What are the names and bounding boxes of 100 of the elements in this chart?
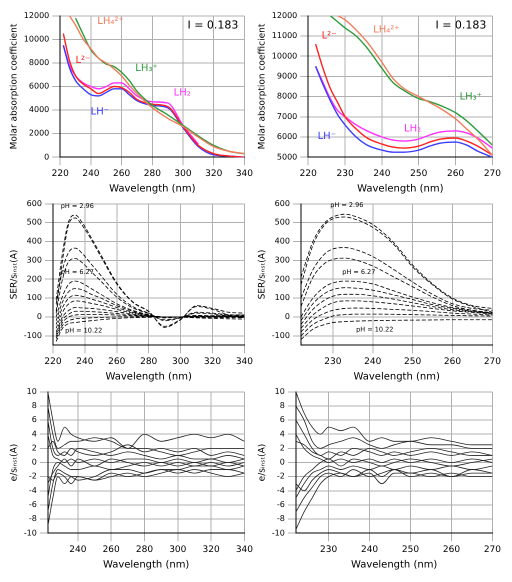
y-tick-label: -2	[276, 472, 285, 481]
x-tick-label: 280	[136, 544, 154, 555]
x-tick-label: 260	[113, 168, 130, 179]
y-tick-label: 200	[274, 274, 290, 284]
y-tick-label: -10	[272, 528, 285, 538]
x-tick-label: 230	[320, 544, 338, 555]
y-tick-label: 400	[26, 236, 42, 246]
x-tick-label: 340	[236, 544, 254, 555]
x-tick-label: 320	[205, 168, 223, 179]
y-tick-label: 6000	[276, 132, 298, 142]
y-tick-label: 9000	[276, 71, 298, 80]
y-tick-label: 10	[26, 386, 37, 396]
series-label: LH₃⁺	[460, 91, 482, 102]
x-tick-label: 300	[172, 356, 190, 367]
x-tick-label: 240	[364, 356, 382, 367]
y-tick-label: 8000	[28, 58, 50, 68]
x-tick-label: 230	[336, 168, 354, 179]
x-tick-label: 250	[410, 168, 428, 179]
x-tick-label: 300	[174, 168, 192, 179]
x-axis-title: Wavelength (nm)	[109, 184, 196, 195]
x-tick-label: 320	[204, 356, 222, 367]
x-tick-label: 240	[373, 168, 391, 179]
x-tick-label: 270	[484, 168, 502, 179]
y-tick-label: -100	[272, 330, 290, 340]
y-axis-title: Molar absorption coefficient	[258, 23, 268, 150]
y-tick-label: 200	[26, 274, 42, 284]
y-tick-label: 8	[32, 401, 37, 410]
x-tick-label: 270	[484, 356, 502, 367]
x-tick-label: 260	[102, 544, 120, 555]
y-tick-label: 6	[32, 415, 37, 424]
annotation: I = 0.183	[435, 18, 486, 32]
y-tick-label: 300	[274, 255, 290, 264]
y-tick-label: -4	[276, 486, 285, 495]
x-tick-label: 260	[444, 356, 462, 367]
y-tick-label: 4	[32, 429, 37, 438]
y-axis-title: SER/sᵢₙₛₜ(A)	[258, 250, 268, 300]
y-tick-label: 7000	[276, 112, 298, 121]
x-tick-label: 320	[202, 544, 220, 555]
y-tick-label: 11000	[272, 31, 298, 40]
y-tick-label: 400	[274, 236, 290, 246]
x-axis-title: Wavelength (nm)	[353, 372, 440, 383]
y-tick-label: 8000	[276, 92, 298, 101]
y-tick-label: -8	[276, 514, 285, 524]
x-tick-label: 280	[140, 356, 158, 367]
series-label: L²⁻	[75, 55, 90, 66]
y-tick-label: 12000	[272, 10, 298, 20]
x-tick-label: 300	[169, 544, 187, 555]
series-label: LH₃⁺	[135, 63, 158, 74]
y-tick-label: 500	[274, 218, 290, 227]
y-tick-label: 10	[274, 386, 285, 396]
x-axis-title: Wavelength (nm)	[102, 560, 190, 571]
x-tick-label: 220	[300, 168, 318, 179]
y-axis-title: SER/sᵢₙₛₜ(A)	[10, 250, 20, 300]
x-tick-label: 240	[82, 168, 100, 179]
y-tick-label: 6	[280, 415, 285, 424]
y-tick-label: 6000	[28, 82, 50, 91]
x-tick-label: 220	[52, 168, 70, 179]
series-label: L²⁻	[322, 30, 336, 42]
x-axis-title: Wavelength (nm)	[350, 560, 438, 571]
y-tick-label: 2	[32, 443, 37, 452]
y-tick-label: -10	[24, 528, 37, 538]
y-tick-label: 600	[26, 198, 42, 208]
x-tick-label: 340	[236, 168, 254, 179]
series-label: LH₄²⁺	[373, 24, 400, 36]
x-tick-label: 220	[44, 356, 62, 367]
y-tick-label: 500	[26, 218, 42, 227]
y-tick-label: -6	[28, 500, 37, 509]
y-tick-label: 0	[280, 458, 285, 467]
x-tick-label: 280	[144, 168, 162, 179]
y-tick-label: 100	[274, 293, 290, 302]
y-tick-label: 600	[274, 198, 290, 208]
y-tick-label: 0	[284, 312, 290, 321]
series-label: LH₂	[404, 124, 422, 135]
y-tick-label: 100	[26, 293, 42, 302]
y-tick-label: 5000	[276, 152, 298, 162]
y-tick-label: 8	[280, 401, 285, 410]
y-axis-title: e/sᵢₙₛₜ(A)	[10, 444, 20, 482]
x-axis-title: Wavelength (nm)	[105, 372, 192, 383]
x-tick-label: 240	[76, 356, 94, 367]
y-tick-label: 4	[280, 429, 285, 438]
y-axis-title: e/sᵢₙₛₜ(A)	[258, 444, 268, 482]
x-axis-title: Wavelength (nm)	[357, 184, 444, 195]
x-tick-label: 270	[484, 544, 502, 555]
y-tick-label: 12000	[24, 10, 50, 20]
x-tick-label: 230	[324, 356, 342, 367]
series-label: LH⁻	[90, 106, 109, 118]
series-label: LH₄²⁺	[97, 16, 124, 27]
x-tick-label: 260	[108, 356, 126, 367]
y-tick-label: -4	[28, 486, 37, 495]
y-tick-label: 300	[26, 255, 42, 264]
y-tick-label: 0	[36, 312, 42, 321]
y-tick-label: -8	[28, 514, 37, 524]
y-tick-label: -2	[28, 472, 37, 481]
x-tick-label: 240	[69, 544, 87, 555]
y-tick-label: 2	[280, 443, 285, 452]
x-tick-label: 340	[236, 356, 254, 367]
series-label: LH₂	[174, 88, 191, 99]
y-tick-label: -6	[276, 500, 285, 509]
y-tick-label: 0	[44, 152, 50, 162]
x-tick-label: 240	[360, 544, 378, 555]
